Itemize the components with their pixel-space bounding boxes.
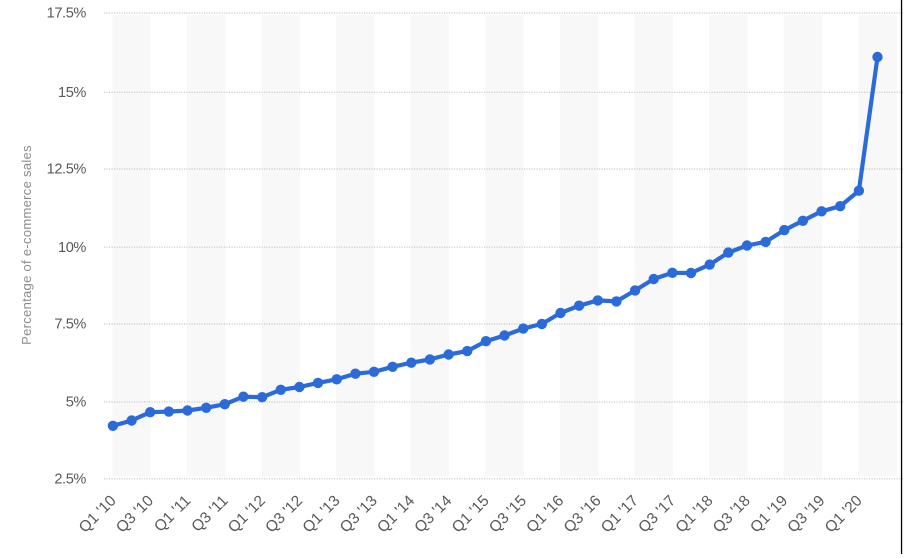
svg-text:10%: 10%	[58, 240, 86, 256]
svg-text:7.5%: 7.5%	[54, 317, 86, 333]
svg-text:Percentage of e-commerce sales: Percentage of e-commerce sales	[19, 145, 34, 345]
svg-text:17.5%: 17.5%	[47, 6, 87, 22]
svg-text:2.5%: 2.5%	[54, 472, 86, 488]
svg-text:12.5%: 12.5%	[47, 162, 87, 178]
svg-text:5%: 5%	[66, 395, 87, 411]
svg-text:15%: 15%	[58, 85, 86, 101]
